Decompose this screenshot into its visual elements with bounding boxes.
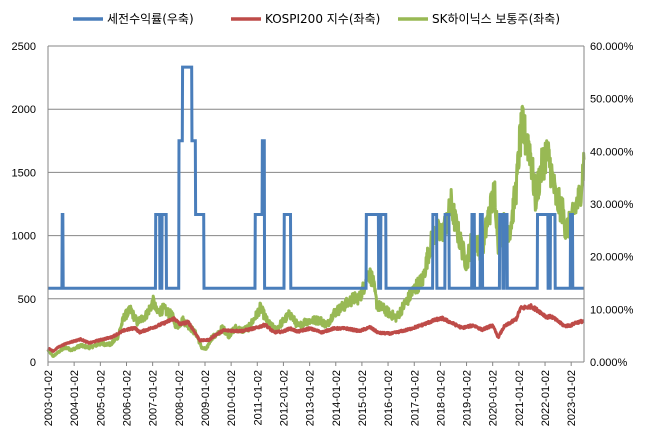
x-tick-label: 2021-01-02 <box>514 370 526 426</box>
y-left-tick-labels: 0 500 1000 1500 2000 2500 <box>12 41 36 369</box>
y-left-tick-label: 1000 <box>12 231 36 243</box>
y-right-tick-label: 40.000% <box>590 146 634 158</box>
x-tick-label: 2011-01-02 <box>252 370 264 425</box>
x-tick-label: 2005-01-02 <box>95 370 107 426</box>
legend-label: 세전수익률(우축) <box>107 12 194 26</box>
gridlines <box>48 45 584 300</box>
legend-item-kospi200: KOSPI200 지수(좌축) <box>231 12 380 26</box>
x-tick-label: 2022-01-02 <box>540 370 552 426</box>
y-left-tick-label: 2000 <box>12 104 36 116</box>
legend-item-return: 세전수익률(우축) <box>73 12 194 26</box>
series-line-skhynix <box>46 104 586 358</box>
series-line-kospi200 <box>46 303 586 353</box>
x-tick-label: 2010-01-02 <box>226 370 238 426</box>
y-left-tick-label: 0 <box>30 357 36 369</box>
x-tick-label: 2008-01-02 <box>174 370 186 426</box>
x-tick-label: 2012-01-02 <box>278 370 290 426</box>
series-line-return <box>48 65 584 290</box>
y-right-tick-labels: 0.000% 10.000% 20.000% 30.000% 40.000% 50.000… <box>590 41 634 369</box>
x-tick-label: 2023-01-02 <box>566 370 578 426</box>
y-right-tick-label: 60.000% <box>590 41 634 53</box>
x-tick-label: 2018-01-02 <box>435 370 447 426</box>
x-tick-label: 2003-01-02 <box>43 370 55 426</box>
x-tick-label: 2004-01-02 <box>69 370 81 426</box>
x-tick-label: 2006-01-02 <box>121 370 133 426</box>
legend: 세전수익률(우축) KOSPI200 지수(좌축) SK하이닉스 보통주(좌축) <box>73 12 560 26</box>
x-tick-label: 2009-01-02 <box>200 370 212 426</box>
x-tick-label: 2017-01-02 <box>409 370 421 426</box>
legend-label: KOSPI200 지수(좌축) <box>265 12 380 26</box>
series-layer <box>46 65 586 358</box>
x-tick-label: 2013-01-02 <box>305 370 317 426</box>
y-left-tick-label: 2500 <box>12 41 36 53</box>
y-right-tick-label: 0.000% <box>590 357 628 369</box>
x-tick-label: 2019-01-02 <box>462 370 474 426</box>
y-right-tick-label: 20.000% <box>590 252 634 264</box>
legend-label: SK하이닉스 보통주(좌축) <box>432 12 560 26</box>
y-left-tick-label: 500 <box>18 294 36 306</box>
x-tick-labels: 2003-01-02 2004-01-02 2005-01-02 2006-01-02… <box>43 362 578 426</box>
x-tick-label: 2014-01-02 <box>331 370 343 426</box>
x-tick-label: 2007-01-02 <box>148 370 160 426</box>
y-right-tick-label: 10.000% <box>590 304 634 316</box>
x-tick-label: 2016-01-02 <box>383 370 395 426</box>
y-right-tick-label: 30.000% <box>590 199 634 211</box>
y-left-tick-label: 1500 <box>12 167 36 179</box>
x-tick-label: 2020-01-02 <box>488 370 500 426</box>
y-right-tick-label: 50.000% <box>590 94 634 106</box>
legend-item-skhynix: SK하이닉스 보통주(좌축) <box>398 12 560 26</box>
x-tick-label: 2015-01-02 <box>357 370 369 426</box>
